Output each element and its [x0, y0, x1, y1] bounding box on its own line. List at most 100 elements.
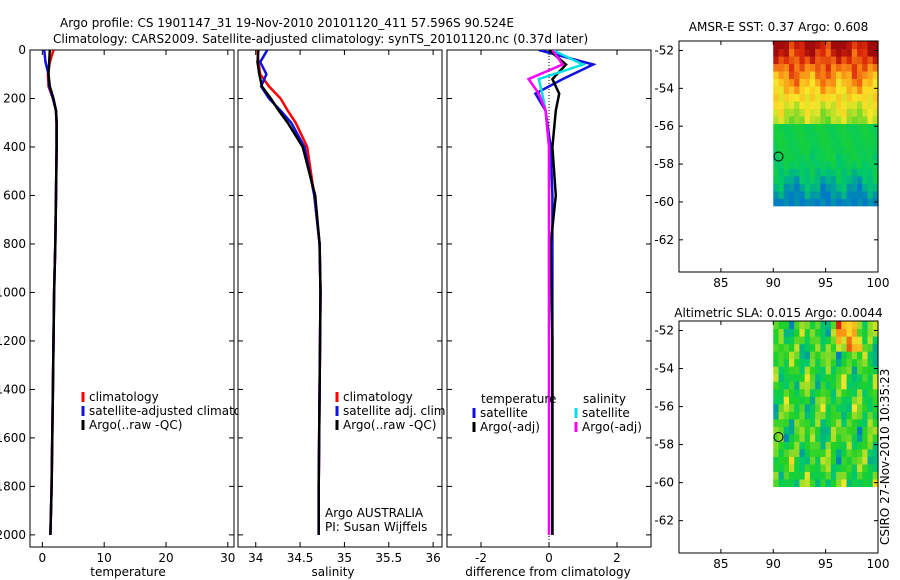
heatmap-cell: [783, 321, 790, 330]
heatmap-cell: [841, 441, 848, 450]
heatmap-cell: [773, 78, 780, 87]
heatmap-cell: [820, 433, 827, 442]
heatmap-cell: [799, 351, 806, 360]
heatmap-cell: [841, 448, 848, 457]
heatmap-cell: [815, 441, 821, 450]
heatmap-cell: [783, 55, 790, 65]
heatmap-cell: [820, 55, 827, 65]
heatmap-cell: [773, 108, 780, 117]
heatmap-cell: [841, 130, 848, 139]
sst_map-title: AMSR-E SST: 0.37 Argo: 0.608: [689, 20, 869, 34]
heatmap-cell: [804, 351, 811, 360]
heatmap-cell: [841, 153, 848, 162]
heatmap-cell: [862, 153, 869, 162]
heatmap-cell: [799, 463, 806, 473]
heatmap-cell: [825, 478, 832, 488]
heatmap-cell: [836, 328, 842, 337]
heatmap-cell: [788, 388, 795, 397]
heatmap-cell: [825, 100, 832, 109]
heatmap-cell: [799, 55, 806, 65]
heatmap-cell: [804, 130, 811, 139]
heatmap-cell: [825, 138, 832, 147]
heatmap-cell: [794, 388, 801, 397]
heatmap-cell: [794, 160, 801, 169]
heatmap-cell: [799, 190, 806, 199]
heatmap-cell: [799, 403, 806, 412]
heatmap-cell: [830, 321, 837, 330]
heatmap-cell: [815, 138, 821, 147]
heatmap-cell: [825, 183, 832, 192]
heatmap-cell: [836, 411, 842, 420]
heatmap-cell: [857, 343, 863, 352]
heatmap-cell: [836, 70, 842, 80]
heatmap-cell: [809, 388, 816, 397]
heatmap-cell: [862, 328, 869, 337]
heatmap-cell: [862, 321, 869, 330]
heatmap-cell: [799, 373, 806, 382]
temperature-series-argo-raw-qc-: [47, 50, 58, 535]
heatmap-cell: [857, 388, 863, 397]
heatmap-cell: [809, 403, 816, 412]
heatmap-cell: [862, 85, 869, 95]
heatmap-cell: [783, 358, 790, 367]
temperature-xtick-label: 0: [39, 551, 47, 565]
heatmap-cell: [841, 471, 848, 480]
heatmap-cell: [778, 153, 785, 162]
heatmap-cell: [815, 366, 821, 375]
heatmap-cell: [825, 145, 832, 154]
heatmap-cell: [778, 478, 785, 488]
heatmap-cell: [867, 41, 874, 50]
heatmap-cell: [778, 358, 785, 367]
heatmap-cell: [773, 115, 780, 124]
heatmap-cell: [799, 471, 806, 480]
heatmap-cell: [794, 168, 801, 177]
heatmap-cell: [815, 190, 821, 199]
heatmap-cell: [830, 411, 837, 420]
heatmap-cell: [836, 396, 842, 405]
heatmap-cell: [783, 78, 790, 87]
heatmap-cell: [857, 381, 863, 390]
heatmap-cell: [857, 168, 863, 177]
temperature-legend-label: climatology: [89, 390, 159, 404]
heatmap-cell: [820, 388, 827, 397]
heatmap-cell: [815, 130, 821, 139]
heatmap-cell: [825, 358, 832, 367]
heatmap-cell: [804, 123, 811, 132]
heatmap-cell: [809, 175, 816, 184]
heatmap-cell: [788, 411, 795, 420]
heatmap-cell: [794, 78, 801, 87]
heatmap-cell: [783, 108, 790, 117]
heatmap-cell: [867, 138, 874, 147]
heatmap-cell: [836, 418, 842, 427]
heatmap-cell: [836, 471, 842, 480]
heatmap-cell: [794, 411, 801, 420]
heatmap-cell: [851, 175, 858, 184]
heatmap-cell: [820, 100, 827, 109]
heatmap-cell: [799, 396, 806, 405]
heatmap-cell: [820, 411, 827, 420]
heatmap-cell: [788, 48, 795, 57]
sla-map: Altimetric SLA: 0.015 Argo: 0.0044 85 90 95…: [654, 306, 889, 571]
difference-xlabel: difference from climatology: [465, 565, 631, 579]
sst_map-heatmap-cells: [773, 41, 879, 207]
heatmap-cell: [783, 145, 790, 154]
heatmap-cell: [857, 115, 863, 124]
heatmap-cell: [799, 418, 806, 427]
heatmap-cell: [815, 175, 821, 184]
salinity-xlabel: salinity: [311, 565, 354, 579]
heatmap-cell: [809, 190, 816, 199]
heatmap-cell: [783, 328, 790, 337]
heatmap-cell: [804, 388, 811, 397]
heatmap-cell: [857, 190, 863, 199]
heatmap-cell: [830, 358, 837, 367]
heatmap-cell: [872, 153, 879, 162]
heatmap-cell: [799, 130, 806, 139]
heatmap-cell: [841, 478, 848, 488]
heatmap-cell: [809, 441, 816, 450]
heatmap-cell: [862, 160, 869, 169]
heatmap-cell: [804, 441, 811, 450]
heatmap-cell: [841, 418, 848, 427]
heatmap-cell: [857, 471, 863, 480]
heatmap-cell: [862, 433, 869, 442]
heatmap-cell: [794, 183, 801, 192]
